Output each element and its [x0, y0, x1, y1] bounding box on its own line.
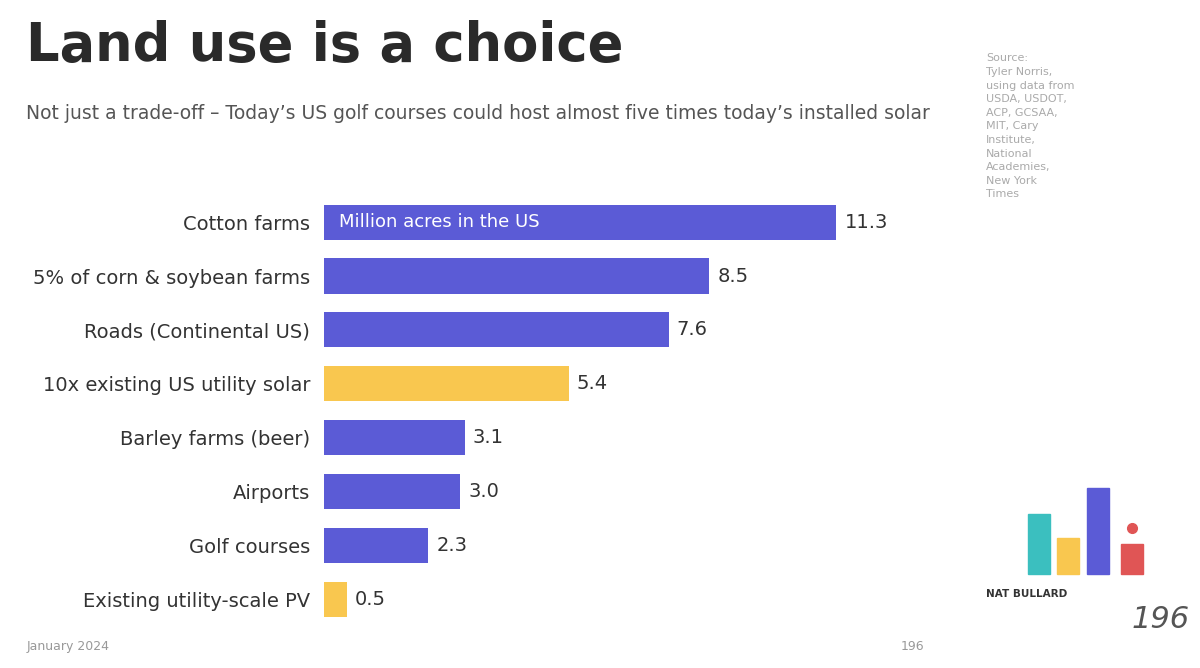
Text: 0.5: 0.5: [355, 590, 386, 609]
Text: 196: 196: [900, 641, 924, 653]
Text: 3.0: 3.0: [468, 482, 499, 501]
Text: January 2024: January 2024: [26, 641, 109, 653]
Text: 196: 196: [1132, 605, 1189, 633]
Bar: [324, 420, 464, 456]
Bar: [324, 313, 668, 347]
Bar: [324, 204, 836, 240]
Text: NAT BULLARD: NAT BULLARD: [986, 589, 1067, 599]
Bar: [1121, 544, 1144, 574]
Text: 5.4: 5.4: [577, 374, 608, 393]
Text: 3.1: 3.1: [473, 428, 504, 448]
Bar: [324, 259, 709, 293]
Text: Land use is a choice: Land use is a choice: [26, 20, 624, 72]
Text: Source:
Tyler Norris,
using data from
USDA, USDOT,
ACP, GCSAA,
MIT, Cary
Institu: Source: Tyler Norris, using data from US…: [986, 53, 1074, 200]
Bar: [1027, 514, 1050, 574]
Bar: [324, 474, 460, 509]
Text: 8.5: 8.5: [718, 267, 749, 285]
Bar: [324, 582, 347, 617]
Text: 2.3: 2.3: [437, 536, 468, 555]
Text: Not just a trade-off – Today’s US golf courses could host almost five times toda: Not just a trade-off – Today’s US golf c…: [26, 104, 930, 122]
Text: Million acres in the US: Million acres in the US: [338, 213, 539, 231]
Bar: [324, 366, 569, 401]
Bar: [1057, 538, 1080, 574]
Text: 11.3: 11.3: [845, 212, 888, 232]
Bar: [324, 528, 428, 563]
Text: 7.6: 7.6: [677, 321, 708, 339]
Bar: [1087, 488, 1109, 574]
